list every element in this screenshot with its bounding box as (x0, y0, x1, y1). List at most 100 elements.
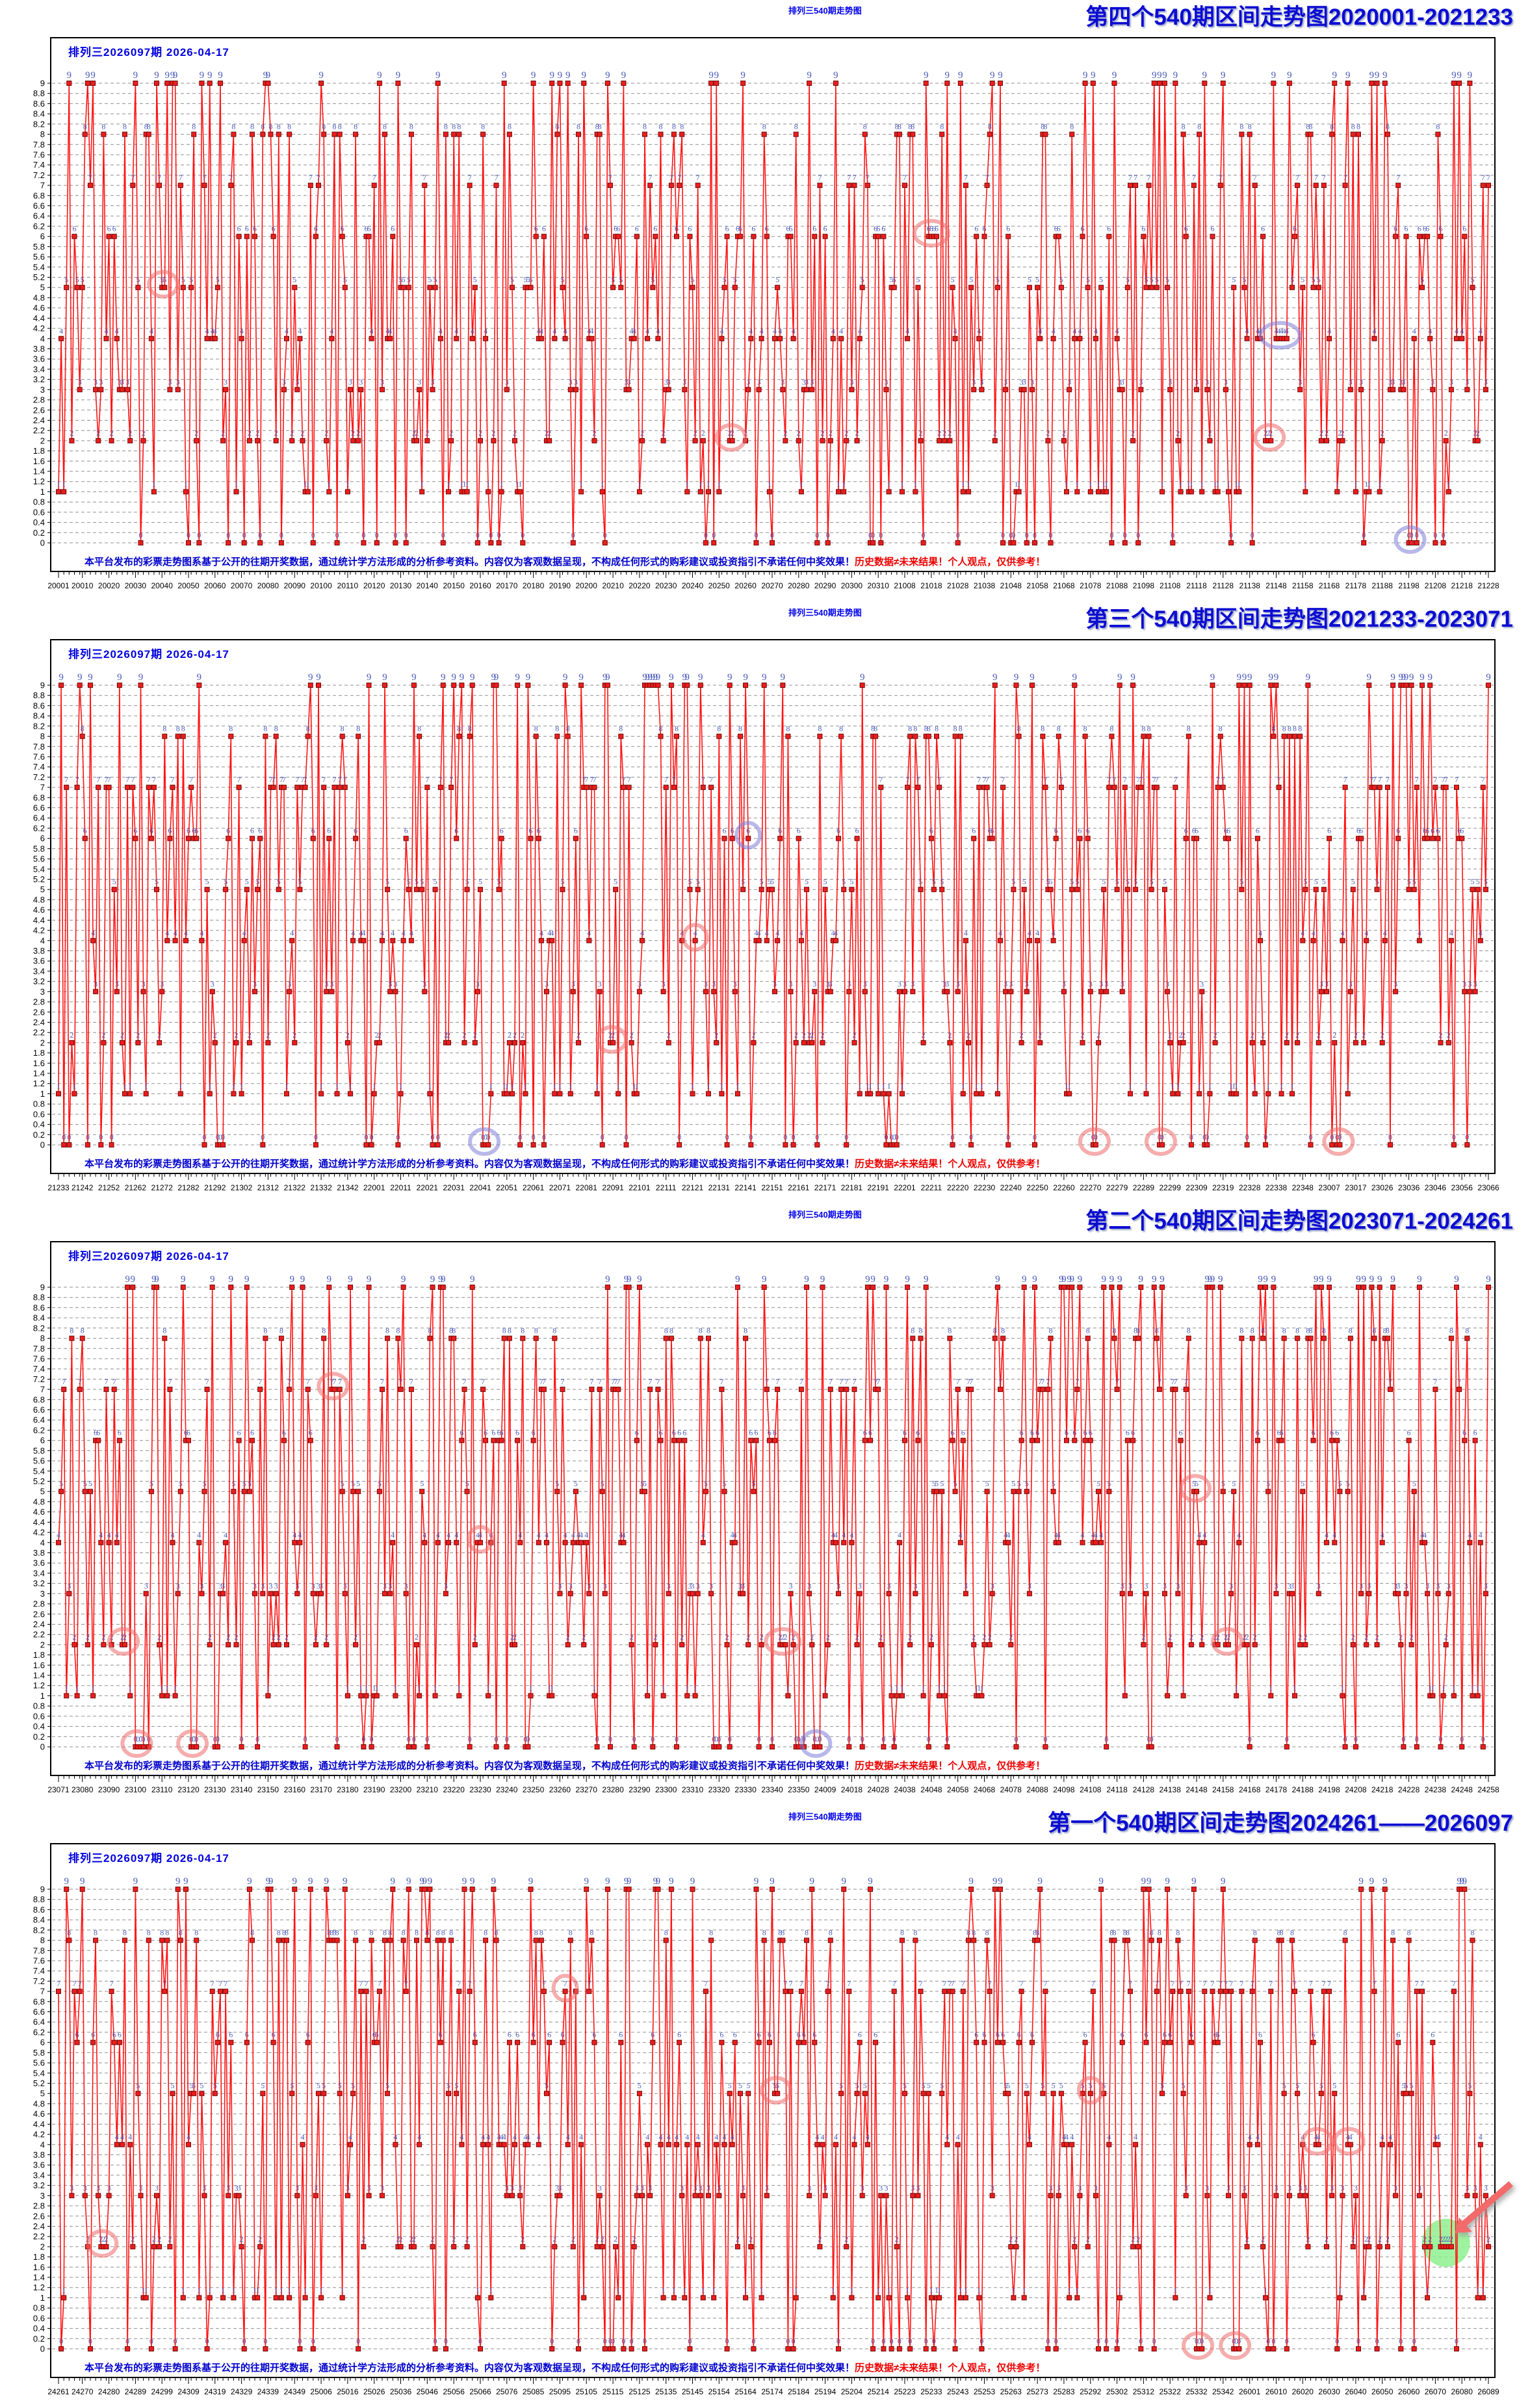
svg-text:0: 0 (815, 1132, 819, 1142)
svg-text:22319: 22319 (1212, 1183, 1234, 1192)
svg-text:22111: 22111 (656, 1183, 677, 1192)
svg-text:9: 9 (958, 70, 963, 81)
svg-text:3: 3 (704, 979, 708, 988)
svg-text:7.4: 7.4 (33, 762, 45, 772)
svg-text:4: 4 (1418, 928, 1421, 937)
svg-text:4: 4 (1428, 326, 1432, 335)
svg-text:20040: 20040 (151, 581, 174, 590)
svg-text:5: 5 (1070, 877, 1074, 886)
svg-text:2.4: 2.4 (33, 1619, 45, 1629)
svg-text:5: 5 (1115, 877, 1119, 886)
svg-text:8.8: 8.8 (33, 1894, 45, 1904)
svg-text:6: 6 (515, 1428, 519, 1437)
svg-text:8: 8 (534, 724, 538, 733)
svg-text:9: 9 (396, 70, 401, 81)
svg-text:6: 6 (40, 833, 45, 843)
svg-text:20240: 20240 (682, 581, 704, 590)
svg-text:0: 0 (1043, 1734, 1047, 1744)
svg-text:5: 5 (691, 275, 695, 284)
svg-text:8: 8 (338, 122, 342, 131)
svg-text:3: 3 (343, 1581, 347, 1590)
svg-text:7: 7 (105, 775, 109, 784)
svg-text:0: 0 (712, 530, 716, 540)
svg-text:0: 0 (476, 530, 480, 540)
svg-text:1: 1 (579, 479, 583, 488)
svg-text:9: 9 (494, 672, 499, 683)
svg-text:8.8: 8.8 (33, 88, 45, 98)
svg-text:6: 6 (881, 224, 885, 233)
svg-text:6: 6 (1195, 826, 1199, 835)
svg-text:4: 4 (773, 326, 777, 335)
svg-text:4.6: 4.6 (33, 1507, 45, 1517)
highlight-ring-red (1253, 423, 1286, 452)
svg-text:4: 4 (760, 326, 764, 335)
svg-text:22101: 22101 (629, 1183, 651, 1192)
svg-text:3: 3 (1195, 377, 1199, 386)
svg-text:3: 3 (1099, 979, 1103, 988)
svg-text:5: 5 (775, 275, 779, 284)
svg-text:1.8: 1.8 (33, 1048, 45, 1058)
svg-text:3: 3 (1473, 979, 1477, 988)
svg-text:5: 5 (696, 877, 700, 886)
svg-text:3: 3 (99, 377, 103, 386)
svg-text:6: 6 (192, 826, 196, 835)
svg-text:6: 6 (1394, 224, 1397, 233)
svg-text:21233: 21233 (47, 1183, 70, 1192)
svg-text:6: 6 (133, 826, 137, 835)
svg-text:4: 4 (1256, 326, 1260, 335)
svg-text:4.6: 4.6 (33, 905, 45, 915)
svg-text:2: 2 (1295, 1030, 1299, 1040)
svg-text:3: 3 (1391, 377, 1395, 386)
svg-text:8: 8 (279, 1326, 283, 1335)
svg-text:7: 7 (956, 1377, 960, 1386)
svg-text:0: 0 (1309, 1132, 1313, 1142)
svg-text:0: 0 (370, 1734, 374, 1744)
svg-text:5: 5 (751, 1479, 755, 1488)
svg-text:9: 9 (1032, 1274, 1037, 1285)
svg-text:1: 1 (694, 1683, 697, 1692)
svg-text:0: 0 (1025, 530, 1029, 540)
svg-text:8: 8 (40, 1333, 45, 1343)
svg-text:8.6: 8.6 (33, 1905, 45, 1915)
svg-text:6: 6 (149, 826, 153, 835)
svg-text:4: 4 (898, 1530, 901, 1539)
svg-text:23310: 23310 (682, 1785, 704, 1794)
svg-text:4: 4 (842, 1530, 846, 1539)
svg-text:22121: 22121 (682, 1183, 704, 1192)
svg-text:5: 5 (1322, 877, 1326, 886)
svg-text:21252: 21252 (98, 1183, 120, 1192)
svg-text:0: 0 (375, 530, 379, 540)
svg-text:6.4: 6.4 (33, 813, 45, 823)
trend-chart-svg: 98.88.68.48.287.87.67.47.276.86.66.46.26… (33, 1241, 1499, 1794)
svg-text:22091: 22091 (602, 1183, 624, 1192)
svg-text:6: 6 (1335, 1428, 1339, 1437)
svg-text:2: 2 (1168, 1632, 1172, 1642)
svg-text:1: 1 (231, 1081, 235, 1090)
svg-text:2: 2 (324, 1632, 328, 1642)
svg-text:9: 9 (945, 70, 950, 81)
svg-text:2: 2 (274, 428, 278, 438)
svg-text:7: 7 (669, 173, 673, 182)
svg-text:8.6: 8.6 (33, 1303, 45, 1313)
svg-text:7: 7 (495, 173, 499, 182)
svg-text:2: 2 (988, 1632, 992, 1642)
svg-text:2: 2 (248, 1030, 252, 1040)
svg-text:6: 6 (797, 826, 801, 835)
svg-text:24068: 24068 (974, 1785, 996, 1794)
svg-text:7: 7 (287, 1377, 291, 1386)
svg-text:3: 3 (598, 979, 602, 988)
svg-text:5: 5 (1155, 275, 1159, 284)
svg-text:4: 4 (478, 1530, 482, 1539)
svg-text:3: 3 (781, 377, 784, 386)
svg-text:8: 8 (70, 1326, 73, 1335)
svg-text:0: 0 (526, 1734, 530, 1744)
svg-text:22161: 22161 (788, 1183, 810, 1192)
svg-text:3: 3 (1325, 979, 1329, 988)
svg-text:0: 0 (847, 1734, 851, 1744)
svg-text:4: 4 (224, 1530, 227, 1539)
svg-text:23017: 23017 (1345, 1183, 1367, 1192)
svg-text:9: 9 (173, 70, 178, 81)
svg-text:2: 2 (266, 1030, 270, 1040)
svg-text:7: 7 (1373, 775, 1377, 784)
svg-text:1.6: 1.6 (33, 1660, 45, 1670)
